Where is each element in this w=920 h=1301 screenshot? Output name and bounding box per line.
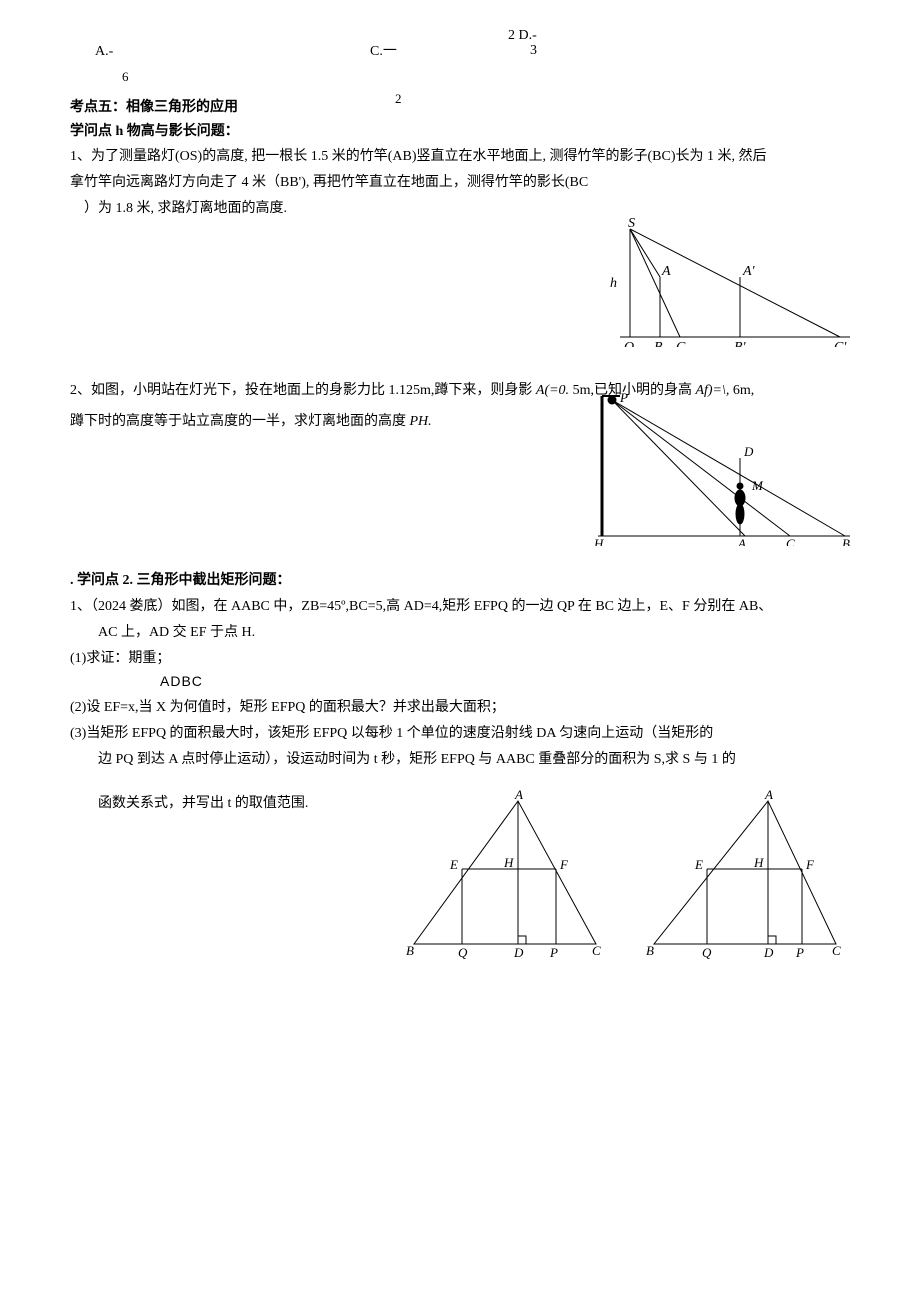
option-a-sub: 6 (122, 66, 129, 88)
fig3b-label-Q: Q (702, 945, 712, 959)
option-d-bottom: 3 (530, 43, 537, 58)
fig2-label-C: C (786, 536, 795, 546)
fig1-label-A: A (661, 264, 671, 279)
fig3a-label-B: B (406, 943, 414, 958)
fig3a-label-A: A (514, 789, 523, 802)
question-2-line-1: 2、如图，小明站在灯光下，投在地面上的身影力比 1.125m,蹲下来，则身影 A… (70, 376, 850, 405)
fig3b-label-H: H (753, 855, 764, 870)
figure-1: S h A A' O B C B' C' (600, 217, 860, 356)
q2-l1e: 6m, (729, 383, 754, 398)
fig3b-label-F: F (805, 857, 815, 872)
fig1-label-C: C (676, 340, 686, 347)
fig2-label-M: M (751, 478, 764, 493)
subheading-2: . 学问点 2. 三角形中截出矩形问题： (70, 569, 850, 593)
option-c-sub: 2 (395, 88, 402, 110)
fig3b-label-C: C (832, 943, 841, 958)
fig1-label-S: S (628, 217, 635, 231)
question-1-line-3-text: ）为 1.8 米, 求路灯离地面的高度. (84, 201, 287, 216)
fig1-label-B: B (654, 340, 663, 347)
fig3a-label-C: C (592, 943, 601, 958)
q2-l2b: PH. (410, 414, 432, 429)
answer-options: A.- C.一 2 D.- 3 (70, 40, 850, 64)
figure-4: A E H F B Q D P C (640, 789, 850, 968)
fig1-label-Ap: A' (742, 264, 756, 279)
question-3-line-1: 1、（2024 娄底）如图，在 AABC 中，ZB=45º,BC=5,高 AD=… (70, 595, 850, 619)
fig1-label-Cp: C' (834, 340, 847, 347)
option-a: A.- (95, 40, 113, 64)
answer-options-sub: 6 2 (70, 66, 850, 88)
fig2-label-D: D (743, 444, 754, 459)
fig3a-label-E: E (449, 857, 458, 872)
question-3-line-2: AC 上，AD 交 EF 于点 H. (98, 621, 850, 645)
fig3a-label-F: F (559, 857, 569, 872)
fig3a-label-Q: Q (458, 945, 468, 959)
question-1-line-2: 拿竹竿向远离路灯方向走了 4 米（BB'), 再把竹竿直立在地面上，测得竹竿的影… (70, 171, 850, 195)
fig1-label-Bp: B' (734, 340, 747, 347)
question-3-p2: (2)设 EF=x,当 X 为何值时，矩形 EFPQ 的面积最大？并求出最大面积… (70, 696, 850, 720)
q2-l1d: Af)=\, (695, 383, 729, 398)
fig1-label-h: h (610, 276, 617, 291)
adbc-text: ADBC (160, 670, 850, 694)
figure-3: A E H F B Q D P C (400, 789, 610, 968)
subheading-1: 学问点 h 物高与影长问题： (70, 120, 850, 144)
fig2-label-A: A (737, 536, 746, 546)
fig3a-label-H: H (503, 855, 514, 870)
fig1-label-O: O (624, 340, 634, 347)
question-3-p1: (1)求证：期重； (70, 647, 850, 671)
question-1-line-1: 1、为了测量路灯(OS)的高度, 把一根长 1.5 米的竹竿(AB)竖直立在水平… (70, 145, 850, 169)
fig3a-label-P: P (549, 945, 558, 959)
q2-l1b: A(=0. (536, 383, 569, 398)
fig3b-label-P: P (795, 945, 804, 959)
fig2-label-H: H (593, 536, 604, 546)
section-heading: 考点五：相像三角形的应用 (70, 96, 850, 120)
fig3b-label-A: A (764, 789, 773, 802)
q2-l1a: 2、如图，小明站在灯光下，投在地面上的身影力比 1.125m,蹲下来，则身影 (70, 383, 536, 398)
option-d: 2 D.- 3 (508, 28, 537, 59)
fig3b-label-D: D (763, 945, 774, 959)
fig3b-label-E: E (694, 857, 703, 872)
fig3b-label-B: B (646, 943, 654, 958)
option-c: C.一 (370, 40, 397, 64)
question-3-p3a: (3)当矩形 EFPQ 的面积最大时，该矩形 EFPQ 以每秒 1 个单位的速度… (70, 722, 850, 746)
q2-l2a: 蹲下时的高度等于站立高度的一半，求灯离地面的高度 (70, 414, 410, 429)
fig2-label-B: B (842, 536, 850, 546)
figure-2: P D M H A C B (580, 386, 860, 555)
fig3a-label-D: D (513, 945, 524, 959)
figures-3-4: A E H F B Q D P C A E (70, 789, 850, 968)
question-3-p3b: 边 PQ 到达 A 点时停止运动），设运动时间为 t 秒，矩形 EFPQ 与 A… (98, 748, 850, 772)
q2-l1c: 5m,已知小明的身高 (569, 383, 695, 398)
option-d-top: 2 D.- (508, 28, 537, 43)
